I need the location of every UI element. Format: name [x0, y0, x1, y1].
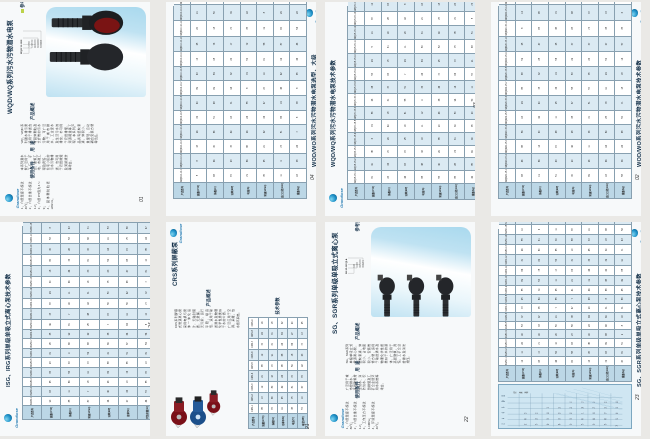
svg-text:6: 6	[501, 412, 506, 413]
svg-text:叶轮削减标记: 叶轮削减标记	[362, 259, 365, 267]
svg-text:叶轮外径(mm): 叶轮外径(mm)	[359, 259, 362, 268]
svg-text:口径(mm): 口径(mm)	[356, 262, 359, 268]
svg-text:2: 2	[501, 424, 506, 425]
svg-text:双叶轮/单叶轮: 双叶轮/单叶轮	[31, 39, 34, 48]
svg-text:4: 4	[501, 418, 506, 419]
svg-text:SG 50-160 (I) A: SG 50-160 (I) A	[345, 258, 348, 274]
svg-text:8: 8	[501, 407, 506, 408]
svg-text:12: 12	[501, 395, 506, 396]
svg-text:N-不锈钢材质: N-不锈钢材质	[40, 39, 43, 48]
svg-text:出口口径(mm): 出口口径(mm)	[37, 39, 40, 48]
svg-text:WQ D 15-15/N: WQ D 15-15/N	[21, 39, 23, 54]
svg-text:10: 10	[501, 401, 506, 402]
svg-text:管道泵: 管道泵	[353, 263, 356, 268]
svg-text:污水污物泵: 污水污物泵	[28, 41, 31, 48]
svg-text:进口口径(mm): 进口口径(mm)	[34, 39, 37, 48]
